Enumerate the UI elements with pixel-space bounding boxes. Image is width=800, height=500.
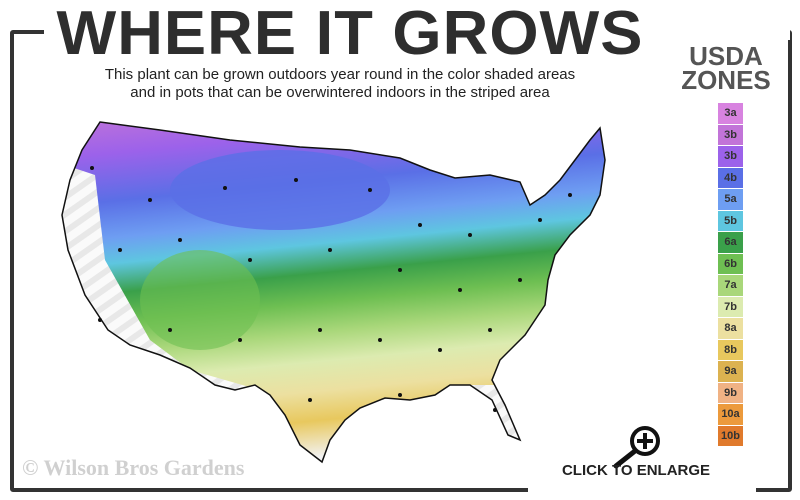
legend-zone-8b: 8b	[718, 339, 743, 360]
legend-zone-3a: 3a	[718, 103, 743, 124]
magnifier-plus-icon[interactable]	[608, 422, 668, 472]
legend-title-line-2: ZONES	[681, 65, 771, 95]
frame-gap-title	[44, 20, 656, 40]
legend-zone-7a: 7a	[718, 275, 743, 296]
copyright: © Wilson Bros Gardens	[22, 455, 245, 480]
legend-zone-10b: 10b	[718, 425, 743, 446]
subtitle: This plant can be grown outdoors year ro…	[40, 66, 640, 102]
subtitle-line-1: This plant can be grown outdoors year ro…	[104, 66, 576, 83]
legend-zone-3b: 3b	[718, 146, 743, 167]
frame-gap-enlarge	[528, 470, 756, 500]
legend-zone-5a: 5a	[718, 189, 743, 210]
legend-zone-7b: 7b	[718, 296, 743, 317]
legend-zone-10a: 10a	[718, 404, 743, 425]
legend-zone-6a: 6a	[718, 232, 743, 253]
legend-zone-9b: 9b	[718, 382, 743, 403]
legend-title: USDA ZONES	[672, 41, 780, 95]
page-title: WHERE IT GROWS	[56, 0, 644, 68]
zone-legend: 3a 3b 3b 4b 5a 5b 6a 6b 7a 7b 8a 8b 9a 9b 10a 10b	[718, 103, 743, 447]
legend-zone-4b: 4b	[718, 167, 743, 188]
legend-zone-5b: 5b	[718, 210, 743, 231]
city-dots	[90, 166, 572, 412]
zone-fill	[62, 122, 605, 462]
legend-title-line-1: USDA	[689, 41, 763, 71]
click-to-enlarge-button[interactable]: CLICK TO ENLARGE	[561, 462, 711, 479]
legend-zone-6b: 6b	[718, 253, 743, 274]
subtitle-line-2: and in pots that can be overwintered ind…	[130, 84, 550, 101]
legend-zone-9a: 9a	[718, 361, 743, 382]
legend-zone-8a: 8a	[718, 318, 743, 339]
legend-zone-3b: 3b	[718, 124, 743, 145]
frame-gap-legend	[656, 20, 790, 40]
